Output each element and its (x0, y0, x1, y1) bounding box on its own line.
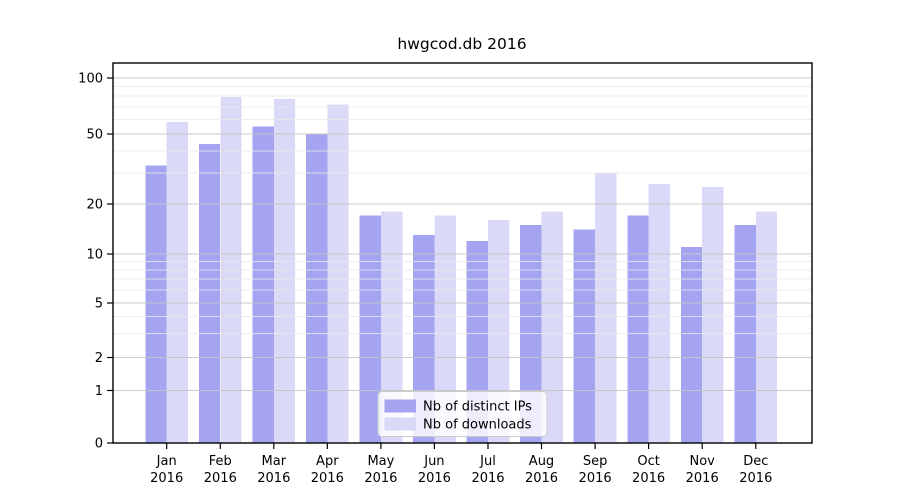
bar-jun-downloads (434, 215, 456, 443)
bar-dec-downloads (755, 211, 778, 443)
x-tick-label-apr: Apr (316, 454, 339, 469)
legend-swatch-downloads (384, 417, 416, 431)
x-tick-year-may: 2016 (364, 471, 397, 486)
x-tick-label-nov: Nov (690, 454, 716, 469)
legend-swatch-distinct-ips (384, 399, 416, 413)
x-tick-labels: Jan 2016 Feb 2016 Mar 2016 Apr 2016 May 2016 Jun 20… (150, 454, 772, 486)
x-tick-label-may: May (367, 454, 394, 469)
x-tick-year-mar: 2016 (257, 471, 290, 486)
bar-nov-distinct-ips (680, 247, 703, 443)
bar-oct-downloads (648, 184, 670, 443)
x-tick-label-feb: Feb (209, 454, 232, 469)
bar-oct-distinct-ips (627, 215, 649, 443)
legend-label-distinct-ips: Nb of distinct IPs (423, 400, 532, 415)
bar-apr-distinct-ips (305, 134, 328, 443)
axis-ticks (107, 77, 757, 449)
bar-jul-downloads (488, 220, 510, 443)
y-tick-label-50: 50 (86, 128, 103, 143)
major-gridlines (113, 77, 812, 391)
y-tick-label-100: 100 (78, 72, 103, 87)
x-tick-year-oct: 2016 (632, 471, 665, 486)
legend-box (377, 391, 548, 437)
bar-may-distinct-ips (359, 215, 381, 443)
y-tick-label-2: 2 (95, 351, 103, 366)
chart-title: hwgcod.db 2016 (397, 35, 526, 53)
y-tick-label-20: 20 (86, 198, 103, 213)
x-tick-label-dec: Dec (743, 454, 768, 469)
bar-feb-distinct-ips (198, 143, 221, 444)
x-tick-label-jun: Jun (423, 454, 444, 469)
bar-apr-downloads (327, 104, 349, 443)
x-tick-year-nov: 2016 (686, 471, 719, 486)
bar-jan-distinct-ips (145, 165, 167, 443)
plot-border (112, 62, 813, 444)
x-tick-year-jun: 2016 (418, 471, 451, 486)
legend-label-downloads: Nb of downloads (423, 418, 532, 433)
x-tick-year-sep: 2016 (579, 471, 612, 486)
bar-jan-downloads (166, 122, 189, 443)
bar-sep-downloads (595, 173, 617, 443)
x-tick-label-aug: Aug (529, 454, 554, 469)
x-tick-label-jan: Jan (156, 454, 177, 469)
y-tick-label-10: 10 (86, 248, 103, 263)
x-tick-label-mar: Mar (262, 454, 287, 469)
x-tick-label-oct: Oct (637, 454, 659, 469)
x-tick-year-jan: 2016 (150, 471, 183, 486)
y-tick-label-5: 5 (95, 297, 103, 312)
x-tick-year-feb: 2016 (204, 471, 237, 486)
x-tick-label-jul: Jul (479, 454, 496, 469)
minor-gridlines (113, 86, 812, 334)
x-tick-year-dec: 2016 (739, 471, 772, 486)
x-tick-year-apr: 2016 (311, 471, 344, 486)
y-tick-label-1: 1 (95, 384, 103, 399)
bar-sep-distinct-ips (573, 229, 596, 443)
x-tick-year-aug: 2016 (525, 471, 558, 486)
y-tick-label-0: 0 (95, 437, 103, 452)
legend: Nb of distinct IPs Nb of downloads (377, 391, 548, 437)
x-tick-year-jul: 2016 (471, 471, 504, 486)
bar-nov-downloads (702, 187, 724, 443)
bar-mar-distinct-ips (252, 126, 274, 444)
x-tick-label-sep: Sep (583, 454, 608, 469)
